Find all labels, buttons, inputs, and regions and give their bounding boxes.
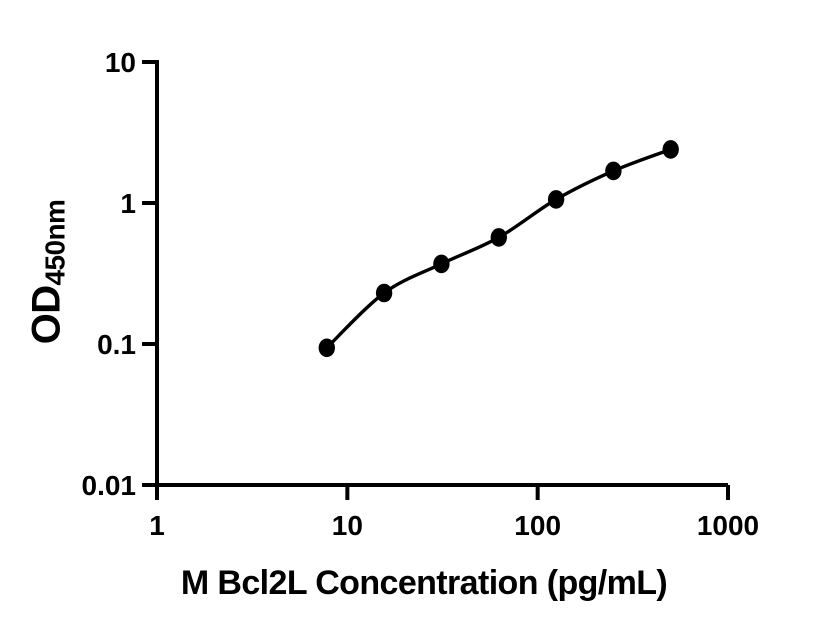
data-point-500 [662, 140, 679, 159]
fit-curve [325, 147, 672, 350]
x-axis-title: M Bcl2L Concentration (pg/mL) [180, 564, 668, 602]
y-tick-label-0.01: 0.01 [82, 470, 137, 501]
data-point-15.6 [375, 283, 393, 303]
x-tick-label-1000: 1000 [697, 510, 759, 541]
data-point-62.5 [490, 228, 507, 247]
y-tick-label-1: 1 [120, 188, 136, 219]
y-axis-title-subscript: 450nm [39, 199, 71, 286]
ticks-group [142, 60, 730, 500]
y-axis-title-main: OD [24, 285, 69, 345]
x-tick-label-100: 100 [514, 510, 561, 541]
x-tick-label-10: 10 [332, 510, 363, 541]
x-tick-label-1: 1 [149, 510, 165, 541]
y-tick-label-10: 10 [105, 47, 136, 78]
y-axis-title: OD450nm [25, 200, 72, 345]
data-point-7.8 [318, 338, 335, 358]
y-tick-label-0.1: 0.1 [97, 329, 136, 360]
data-point-31.2 [433, 254, 450, 274]
tick-labels-group: 1 10 100 1000 10 1 0.1 0.01 [82, 47, 760, 541]
data-point-250 [605, 161, 622, 181]
data-points-group [318, 140, 679, 358]
fit-curve-group [325, 147, 672, 350]
data-point-125 [547, 190, 565, 209]
